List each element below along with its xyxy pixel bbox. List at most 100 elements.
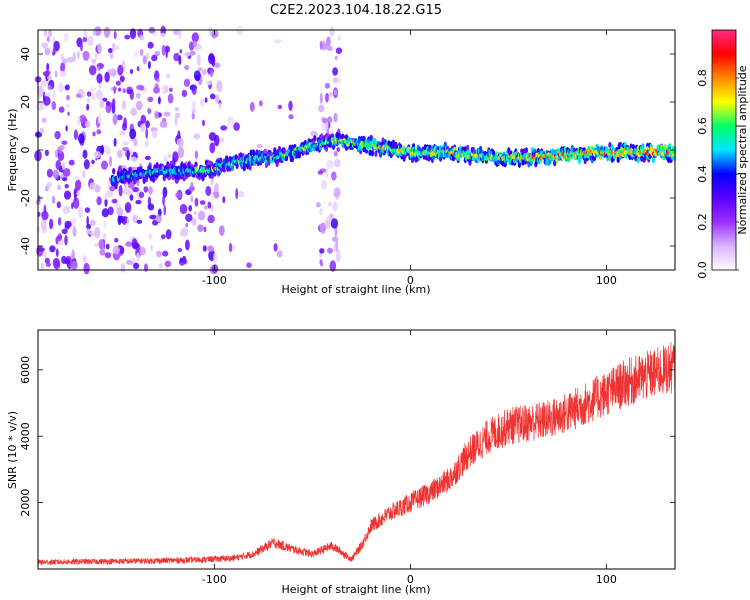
spectrogram-cell bbox=[319, 92, 323, 104]
spectrogram-cell bbox=[227, 116, 234, 126]
spectrogram-cell bbox=[179, 257, 183, 263]
spectrogram-cell bbox=[129, 194, 134, 201]
spectrogram-cell bbox=[139, 34, 145, 41]
spectrogram-cell bbox=[82, 170, 86, 179]
spectrogram-cell bbox=[57, 233, 63, 242]
spectrogram-cell bbox=[86, 215, 89, 226]
spectrogram-cell bbox=[54, 130, 61, 140]
spectrogram-cell bbox=[105, 243, 110, 250]
spectrogram-cell bbox=[109, 68, 117, 78]
spectrogram-cell bbox=[167, 93, 174, 104]
spectrogram-cell bbox=[324, 145, 329, 152]
spectrogram-cell bbox=[249, 149, 253, 156]
spectrogram-cell bbox=[101, 160, 108, 170]
spectrogram-cell bbox=[207, 201, 212, 209]
spectrogram-cell bbox=[218, 103, 223, 111]
spectrogram-cell bbox=[92, 28, 96, 37]
spectrogram-cell bbox=[64, 184, 69, 189]
spectrogram-cell bbox=[360, 135, 364, 143]
spectrogram-cell bbox=[45, 262, 52, 268]
spectrogram-cell bbox=[193, 133, 201, 140]
spectrogram-cell bbox=[333, 89, 338, 96]
spectrogram-cell bbox=[136, 100, 143, 111]
spectrogram-cell bbox=[84, 120, 91, 128]
spectrogram-cell bbox=[92, 131, 96, 137]
spectrogram-cell bbox=[118, 87, 122, 92]
snr-x-tick-label: 0 bbox=[407, 573, 414, 586]
spectrogram-cell bbox=[107, 206, 114, 216]
spectrogram-cell bbox=[166, 73, 171, 79]
spectrogram-cell bbox=[72, 197, 80, 209]
spectrogram-cell bbox=[222, 196, 226, 204]
spectrogram-cell bbox=[417, 146, 421, 153]
spectrogram-cell bbox=[113, 30, 117, 40]
spectrogram-cell bbox=[368, 149, 372, 156]
spectrogram-cell bbox=[112, 198, 118, 204]
spectrogram-cell bbox=[197, 224, 204, 232]
spectrogram-cell bbox=[148, 233, 153, 240]
spectrogram-cell bbox=[132, 186, 140, 193]
spectrogram-cell bbox=[207, 214, 215, 224]
spectrogram-cell bbox=[369, 134, 373, 142]
spectrogram-cell bbox=[321, 40, 326, 51]
spectrogram-cell bbox=[122, 141, 130, 146]
spectrogram-cell bbox=[667, 156, 671, 163]
spectrogram-cell bbox=[44, 149, 50, 156]
spectrogram-cell bbox=[150, 244, 154, 252]
spectrogram-cell bbox=[629, 143, 633, 150]
spectrogram-cell bbox=[147, 108, 152, 114]
spectrogram-cell bbox=[113, 86, 116, 94]
spectrogram-cell bbox=[159, 120, 167, 128]
spectrogram-cell bbox=[174, 114, 178, 127]
spectrogram-cell bbox=[62, 177, 68, 182]
spectrogram-cell bbox=[126, 217, 130, 224]
spectrogram-cell bbox=[139, 246, 146, 256]
spectrogram-cell bbox=[162, 250, 169, 257]
spectrogram-cell bbox=[74, 189, 77, 202]
spectrogram-cell bbox=[319, 222, 327, 234]
spectrogram-cell bbox=[163, 111, 171, 117]
spectrogram-cell bbox=[328, 201, 332, 207]
spectrogram-cell bbox=[57, 184, 61, 190]
spectrogram-cell bbox=[188, 186, 196, 191]
spectrogram-cell bbox=[164, 260, 172, 268]
spectrogram-cell bbox=[96, 129, 102, 135]
spectrogram-cell bbox=[377, 141, 381, 147]
spectrogram-cell bbox=[44, 257, 50, 264]
spectrogram-cell bbox=[129, 128, 137, 140]
spectrogram-cell bbox=[40, 219, 47, 230]
spectrogram-cell bbox=[96, 73, 103, 84]
spectrogram-cell bbox=[86, 223, 92, 230]
spectrogram-cell bbox=[98, 239, 105, 250]
spectrogram-y-tick-label: -20 bbox=[19, 189, 32, 207]
spectrogram-cell bbox=[158, 263, 163, 269]
spectrogram-cell bbox=[248, 164, 252, 171]
spectrogram-cell bbox=[102, 97, 108, 102]
spectrogram-cell bbox=[41, 210, 49, 221]
spectrogram-cell bbox=[333, 158, 341, 168]
spectrogram-cell bbox=[128, 167, 132, 174]
spectrogram-cell bbox=[112, 98, 116, 106]
spectrogram-cell bbox=[181, 89, 188, 98]
spectrogram-cell bbox=[648, 153, 652, 160]
spectrogram-cell bbox=[62, 205, 71, 215]
spectrogram-cell bbox=[387, 140, 391, 147]
spectrogram-cell bbox=[51, 195, 56, 204]
spectrogram-cell bbox=[41, 262, 44, 271]
snr-frame bbox=[37, 329, 676, 570]
colorbar-tick-label: 0.6 bbox=[696, 117, 709, 135]
spectrogram-cell bbox=[113, 137, 117, 147]
spectrogram-cell bbox=[205, 185, 212, 197]
spectrogram-cell bbox=[202, 119, 205, 127]
spectrogram-cell bbox=[318, 104, 325, 113]
spectrogram-cell bbox=[68, 159, 75, 166]
spectrogram-cell bbox=[52, 51, 55, 56]
spectrogram-cell bbox=[177, 146, 185, 159]
spectrogram-x-label: Height of straight line (km) bbox=[281, 283, 430, 296]
spectrogram-cell bbox=[319, 208, 323, 216]
spectrogram-cell bbox=[147, 61, 151, 69]
spectrogram-cell bbox=[133, 262, 140, 270]
spectrogram-cell bbox=[98, 84, 102, 89]
spectrogram-cell bbox=[118, 185, 123, 197]
spectrogram-cell bbox=[148, 165, 152, 172]
